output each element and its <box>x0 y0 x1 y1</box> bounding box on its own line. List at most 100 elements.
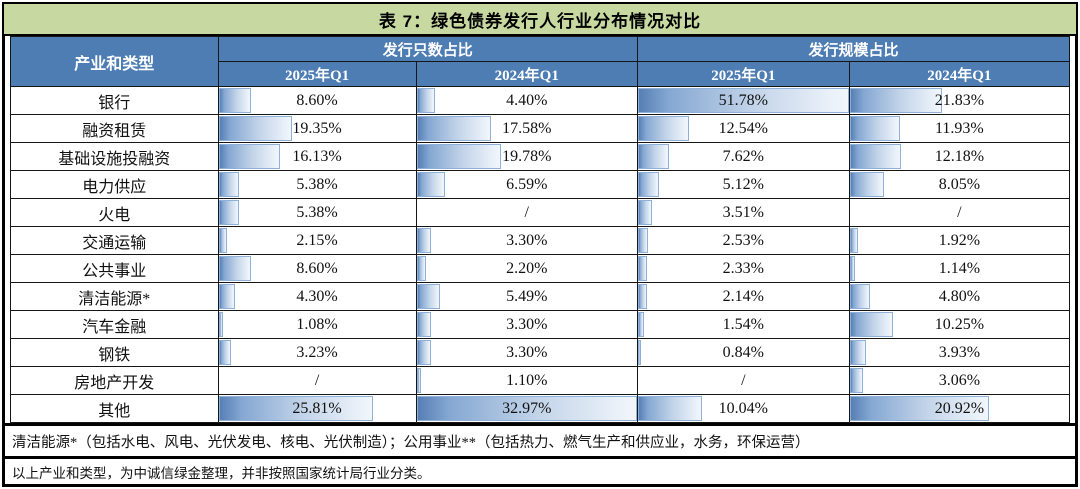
data-bar <box>219 116 293 141</box>
cell-value: 16.13% <box>292 147 342 165</box>
value-cell: 4.30% <box>217 282 417 311</box>
cell-value: 4.30% <box>296 287 338 305</box>
data-bar <box>850 116 901 141</box>
group-header-scale-share: 发行规模占比 <box>636 36 1071 62</box>
value-cell: 21.83% <box>848 86 1071 115</box>
cell-value: 8.60% <box>296 91 338 109</box>
row-label: 交通运输 <box>10 226 219 255</box>
data-bar <box>219 200 240 225</box>
cell-value: 19.35% <box>292 119 342 137</box>
value-cell: / <box>636 366 850 395</box>
value-cell: 19.78% <box>415 142 638 171</box>
cell-value: 3.23% <box>296 343 338 361</box>
row-label: 汽车金融 <box>10 310 219 339</box>
value-cell: / <box>217 366 417 395</box>
value-cell: 3.30% <box>415 338 638 367</box>
data-bar <box>850 256 855 281</box>
cell-value: 1.10% <box>506 371 548 389</box>
value-cell: 5.12% <box>636 170 850 199</box>
value-cell: 12.54% <box>636 114 850 143</box>
data-bar <box>638 172 659 197</box>
cell-value: 5.49% <box>506 287 548 305</box>
table-header: 产业和类型 发行只数占比 发行规模占比 2025年Q1 2024年Q1 2025… <box>10 36 1071 87</box>
table-row: 融资租赁 19.35% 17.58% 12.54% 11.93% <box>10 114 1071 143</box>
data-bar <box>850 284 871 309</box>
group-header-count-share: 发行只数占比 <box>217 36 638 62</box>
data-bar <box>638 312 645 337</box>
cell-value: 4.80% <box>938 287 981 305</box>
value-cell: 6.59% <box>415 170 638 199</box>
value-cell: 25.81% <box>217 394 417 423</box>
cell-value: 2.15% <box>296 231 338 249</box>
cell-value: 3.30% <box>506 315 548 333</box>
data-bar <box>219 312 223 337</box>
value-cell: 32.97% <box>415 394 638 423</box>
cell-value: 1.54% <box>722 315 764 333</box>
value-cell: 3.23% <box>217 338 417 367</box>
cell-value: 20.92% <box>934 399 985 417</box>
data-bar <box>638 284 647 309</box>
value-cell: 4.80% <box>848 282 1071 311</box>
data-bar <box>219 396 373 421</box>
data-bar <box>219 256 252 281</box>
cell-value: 5.38% <box>296 175 338 193</box>
data-bar <box>417 88 436 113</box>
data-bar <box>219 144 280 169</box>
table-body: 银行 8.60% 4.40% 51.78% 21.83% 融资租赁 19.35%… <box>10 86 1071 423</box>
value-cell: 2.53% <box>636 226 850 255</box>
cell-value: 1.14% <box>938 259 981 277</box>
cell-value: 51.78% <box>718 91 768 109</box>
cell-value: / <box>524 203 529 221</box>
data-table: 产业和类型 发行只数占比 发行规模占比 2025年Q1 2024年Q1 2025… <box>10 36 1071 423</box>
value-cell: 0.84% <box>636 338 850 367</box>
value-cell: 8.60% <box>217 86 417 115</box>
row-label: 清洁能源* <box>10 282 219 311</box>
table-row: 交通运输 2.15% 3.30% 2.53% 1.92% <box>10 226 1071 255</box>
cell-value: 3.06% <box>938 371 981 389</box>
data-bar <box>219 340 231 365</box>
value-cell: 19.35% <box>217 114 417 143</box>
table-row: 公共事业 8.60% 2.20% 2.33% 1.14% <box>10 254 1071 283</box>
cell-value: 1.92% <box>938 231 981 249</box>
value-cell: 1.92% <box>848 226 1071 255</box>
footnote-source: 以上产业和类型，为中诚信绿金整理，并非按照国家统计局行业分类。 <box>2 459 1078 487</box>
value-cell: 10.25% <box>848 310 1071 339</box>
value-cell: 16.13% <box>217 142 417 171</box>
value-cell: 4.40% <box>415 86 638 115</box>
value-cell: 2.20% <box>415 254 638 283</box>
data-bar <box>850 228 858 253</box>
data-bar <box>219 284 235 309</box>
cell-value: 3.30% <box>506 343 548 361</box>
data-bar <box>850 368 863 393</box>
value-cell: 11.93% <box>848 114 1071 143</box>
value-cell: 1.14% <box>848 254 1071 283</box>
cell-value: 0.84% <box>722 343 764 361</box>
value-cell: 10.04% <box>636 394 850 423</box>
value-cell: 1.10% <box>415 366 638 395</box>
cell-value: 7.62% <box>722 147 764 165</box>
value-cell: 3.51% <box>636 198 850 227</box>
sub-header-scale-2024q1: 2024年Q1 <box>848 61 1071 87</box>
cell-value: / <box>957 203 962 221</box>
value-cell: 2.14% <box>636 282 850 311</box>
data-bar <box>638 88 849 113</box>
value-cell: 12.18% <box>848 142 1071 171</box>
value-cell: 3.30% <box>415 226 638 255</box>
data-bar <box>850 340 867 365</box>
value-cell: 51.78% <box>636 86 850 115</box>
table-row: 房地产开发 / 1.10% / 3.06% <box>10 366 1071 395</box>
row-label: 火电 <box>10 198 219 227</box>
data-bar <box>638 200 653 225</box>
value-cell: 8.60% <box>217 254 417 283</box>
table-row: 清洁能源* 4.30% 5.49% 2.14% 4.80% <box>10 282 1071 311</box>
sub-header-scale-2025q1: 2025年Q1 <box>636 61 850 87</box>
cell-value: 1.08% <box>296 315 338 333</box>
value-cell: 1.54% <box>636 310 850 339</box>
cell-value: 8.60% <box>296 259 338 277</box>
data-bar <box>850 144 902 169</box>
cell-value: 21.83% <box>934 91 985 109</box>
data-bar <box>417 368 422 393</box>
data-bar <box>417 284 440 309</box>
data-bar <box>417 172 445 197</box>
